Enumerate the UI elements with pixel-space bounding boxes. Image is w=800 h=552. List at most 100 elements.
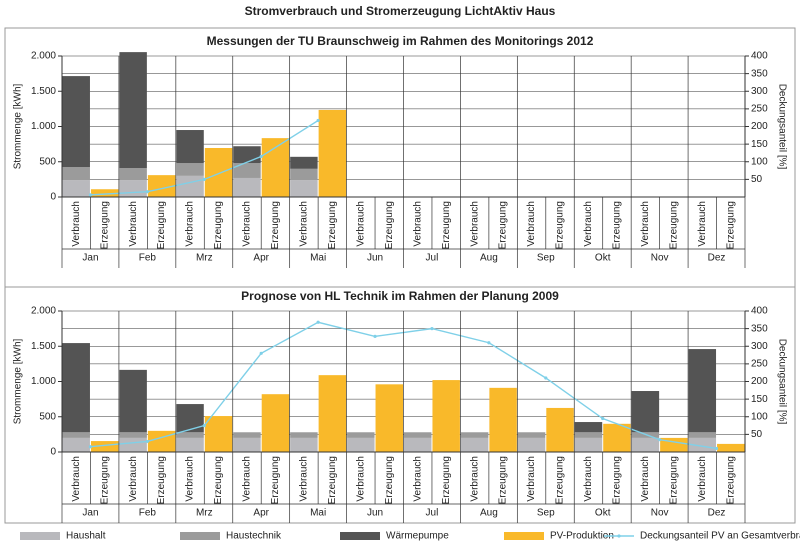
y-tick-label: 1.000 xyxy=(31,376,56,387)
bar-segment xyxy=(574,432,603,438)
sub-category-label: Erzeugung xyxy=(441,201,452,249)
bar-segment xyxy=(460,437,489,452)
bar-segment xyxy=(233,177,261,197)
line-point xyxy=(430,327,434,331)
x-tick-label: Dez xyxy=(708,508,726,519)
sub-category-label: Erzeugung xyxy=(213,201,224,249)
bar-segment xyxy=(517,432,546,438)
bar-segment xyxy=(290,432,318,438)
x-tick-label: Dez xyxy=(708,253,726,264)
legend-label: Haushalt xyxy=(66,531,106,542)
sub-category-label: Erzeugung xyxy=(668,456,679,504)
bar-segment xyxy=(204,416,233,452)
bar-segment xyxy=(404,432,432,438)
bar-segment xyxy=(688,432,717,438)
y-tick-label: 1.500 xyxy=(31,86,56,97)
sub-category-label: Verbrauch xyxy=(526,456,537,502)
y-tick-label: 500 xyxy=(39,156,56,167)
legend-swatch xyxy=(340,532,380,540)
x-tick-label: Jan xyxy=(82,253,98,264)
bar-segment xyxy=(318,375,347,452)
sub-category-label: Erzeugung xyxy=(270,201,281,249)
sub-category-label: Verbrauch xyxy=(71,201,82,247)
bar-segment xyxy=(574,422,603,433)
sub-category-label: Verbrauch xyxy=(128,201,139,247)
bar-segment xyxy=(62,343,90,433)
legend-label: Haustechnik xyxy=(226,531,282,542)
bar-segment xyxy=(318,109,347,197)
legend-swatch xyxy=(20,532,60,540)
bar-segment xyxy=(90,441,119,452)
sub-category-label: Verbrauch xyxy=(640,456,651,502)
line-point xyxy=(145,190,149,194)
bar-segment xyxy=(375,384,403,452)
bar-segment xyxy=(290,437,318,452)
bar-segment xyxy=(574,437,603,452)
sub-category-label: Erzeugung xyxy=(668,201,679,249)
bar-segment xyxy=(347,437,375,452)
line-point xyxy=(259,351,263,355)
x-tick-label: Jul xyxy=(426,253,439,264)
x-tick-label: Sep xyxy=(537,508,555,519)
line-point xyxy=(658,438,662,442)
x-tick-label: Feb xyxy=(139,508,157,519)
bar-segment xyxy=(460,432,489,438)
legend-label: Deckungsanteil PV an Gesamtverbrauch [%] xyxy=(640,531,800,542)
bar-segment xyxy=(147,175,176,197)
page-title: Stromverbrauch und Stromerzeugung LichtA… xyxy=(245,4,556,18)
bar-segment xyxy=(176,404,204,433)
sub-category-label: Verbrauch xyxy=(526,201,537,247)
bar-segment xyxy=(717,443,745,452)
bar-segment xyxy=(233,146,261,164)
y2-tick-label: 350 xyxy=(751,323,768,334)
bar-segment xyxy=(290,180,318,197)
y2-tick-label: 100 xyxy=(751,411,768,422)
sub-category-label: Verbrauch xyxy=(583,201,594,247)
y2-axis-label: Deckungsanteil [%] xyxy=(776,339,787,425)
y-tick-label: 0 xyxy=(50,447,56,458)
bar-segment xyxy=(119,52,147,169)
bar-segment xyxy=(176,130,204,164)
sub-category-label: Verbrauch xyxy=(412,201,423,247)
sub-category-label: Verbrauch xyxy=(299,201,310,247)
sub-category-label: Verbrauch xyxy=(640,201,651,247)
sub-category-label: Erzeugung xyxy=(156,456,167,504)
bar-segment xyxy=(119,168,147,181)
y2-tick-label: 150 xyxy=(751,394,768,405)
bar-segment xyxy=(290,156,318,169)
bar-segment xyxy=(546,407,574,452)
sub-category-label: Erzeugung xyxy=(555,456,566,504)
bar-segment xyxy=(603,423,631,452)
x-tick-label: Mai xyxy=(310,508,326,519)
sub-category-label: Verbrauch xyxy=(185,201,196,247)
y-tick-label: 0 xyxy=(50,192,56,203)
sub-category-label: Verbrauch xyxy=(355,456,366,502)
bar-segment xyxy=(119,437,147,452)
line-point xyxy=(202,177,206,181)
x-tick-label: Mrz xyxy=(196,508,213,519)
sub-category-label: Erzeugung xyxy=(156,201,167,249)
sub-category-label: Verbrauch xyxy=(697,456,708,502)
sub-category-label: Erzeugung xyxy=(384,201,395,249)
bar-segment xyxy=(176,432,204,438)
x-tick-label: Mai xyxy=(310,253,326,264)
bar-segment xyxy=(90,189,119,197)
y2-tick-label: 250 xyxy=(751,104,768,115)
y-axis-label: Strommenge [kWh] xyxy=(13,83,24,169)
sub-category-label: Verbrauch xyxy=(242,201,253,247)
bar-segment xyxy=(119,369,147,433)
line-point xyxy=(373,334,377,338)
bar-segment xyxy=(176,175,204,197)
legend-label: Wärmepumpe xyxy=(386,531,449,542)
y-axis-label: Strommenge [kWh] xyxy=(13,338,24,424)
line-point xyxy=(601,416,605,421)
frame xyxy=(4,27,796,524)
line-point xyxy=(316,118,320,123)
bar-segment xyxy=(404,437,432,452)
bar-segment xyxy=(62,437,90,452)
legend-swatch xyxy=(180,532,220,540)
line-point xyxy=(316,320,320,324)
y2-tick-label: 300 xyxy=(751,341,768,352)
sub-category-label: Erzeugung xyxy=(99,201,110,249)
